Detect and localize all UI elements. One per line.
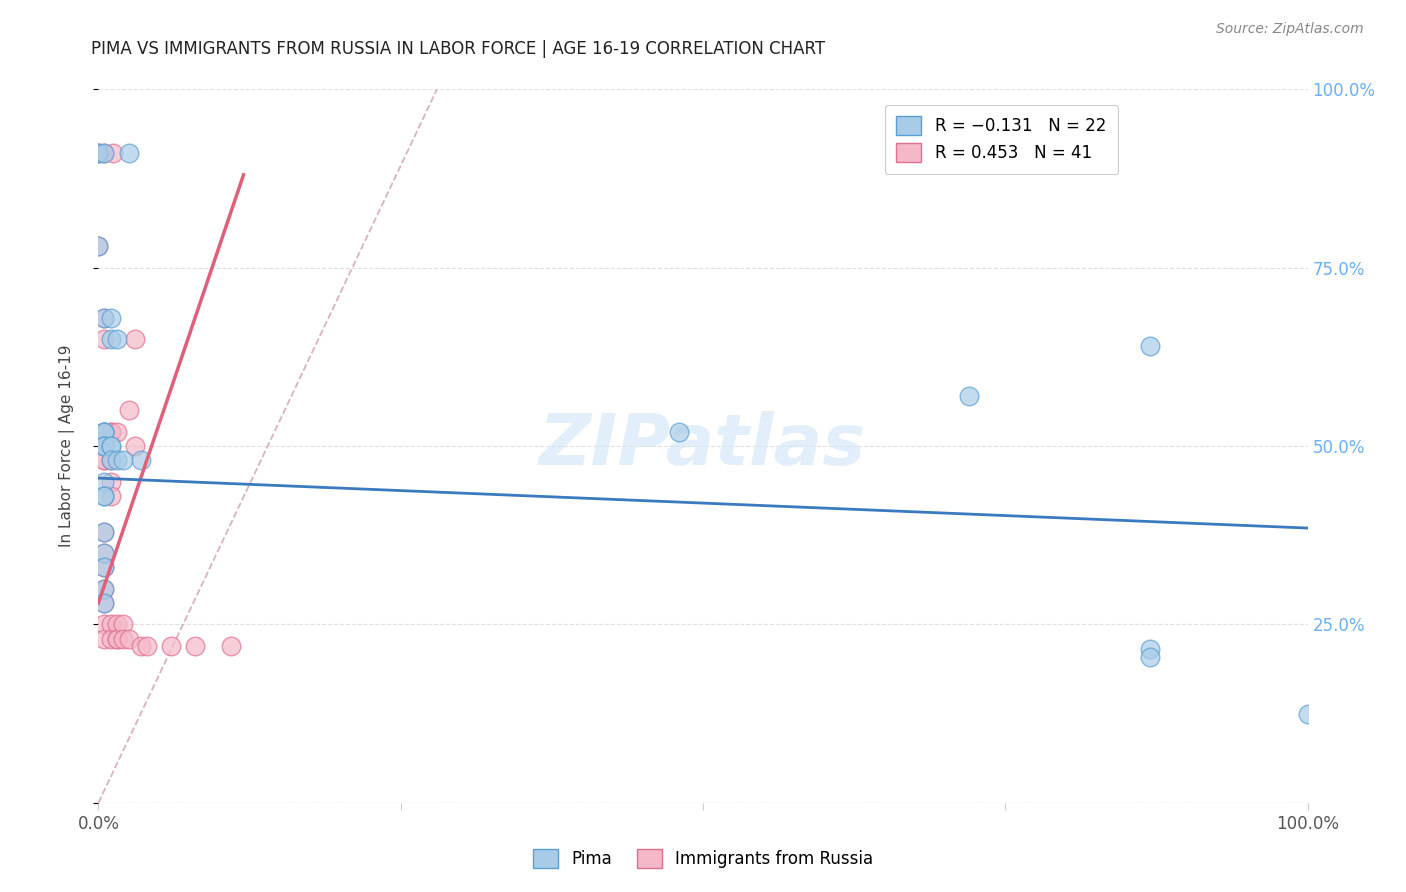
Y-axis label: In Labor Force | Age 16-19: In Labor Force | Age 16-19 bbox=[59, 344, 75, 548]
Point bbox=[93, 453, 115, 467]
Point bbox=[87, 146, 110, 161]
Point bbox=[100, 489, 122, 503]
Point bbox=[87, 146, 110, 161]
Point bbox=[87, 239, 110, 253]
Text: Source: ZipAtlas.com: Source: ZipAtlas.com bbox=[1216, 22, 1364, 37]
Point bbox=[93, 524, 115, 539]
Point bbox=[129, 639, 152, 653]
Point bbox=[1139, 649, 1161, 664]
Point bbox=[93, 475, 115, 489]
Point bbox=[93, 425, 115, 439]
Point bbox=[111, 632, 134, 646]
Point bbox=[93, 453, 115, 467]
Point bbox=[100, 617, 122, 632]
Point bbox=[105, 425, 128, 439]
Legend: Pima, Immigrants from Russia: Pima, Immigrants from Russia bbox=[526, 843, 880, 875]
Point bbox=[100, 475, 122, 489]
Text: PIMA VS IMMIGRANTS FROM RUSSIA IN LABOR FORCE | AGE 16-19 CORRELATION CHART: PIMA VS IMMIGRANTS FROM RUSSIA IN LABOR … bbox=[91, 40, 825, 58]
Point bbox=[105, 632, 128, 646]
Point bbox=[1296, 706, 1319, 721]
Point bbox=[160, 639, 183, 653]
Point bbox=[111, 617, 134, 632]
Point bbox=[93, 146, 115, 161]
Point bbox=[93, 524, 115, 539]
Text: ZIPatlas: ZIPatlas bbox=[540, 411, 866, 481]
Point bbox=[100, 425, 122, 439]
Point bbox=[93, 310, 115, 325]
Point bbox=[124, 332, 146, 346]
Point bbox=[93, 439, 115, 453]
Point bbox=[100, 453, 122, 467]
Point bbox=[93, 425, 115, 439]
Point bbox=[1139, 642, 1161, 657]
Point bbox=[100, 632, 122, 646]
Point bbox=[93, 582, 115, 596]
Point bbox=[93, 582, 115, 596]
Point bbox=[93, 439, 115, 453]
Point bbox=[668, 425, 690, 439]
Point bbox=[93, 560, 115, 574]
Point bbox=[221, 639, 243, 653]
Point bbox=[93, 425, 115, 439]
Point bbox=[87, 146, 110, 161]
Point bbox=[957, 389, 980, 403]
Point bbox=[101, 146, 124, 161]
Point bbox=[100, 425, 122, 439]
Point bbox=[105, 332, 128, 346]
Legend: R = −0.131   N = 22, R = 0.453   N = 41: R = −0.131 N = 22, R = 0.453 N = 41 bbox=[884, 104, 1118, 174]
Point bbox=[111, 453, 134, 467]
Point bbox=[87, 239, 110, 253]
Point bbox=[100, 453, 122, 467]
Point bbox=[93, 596, 115, 610]
Point bbox=[93, 439, 115, 453]
Point bbox=[93, 617, 115, 632]
Point bbox=[93, 439, 115, 453]
Point bbox=[105, 453, 128, 467]
Point bbox=[184, 639, 207, 653]
Point bbox=[93, 489, 115, 503]
Point bbox=[93, 546, 115, 560]
Point bbox=[100, 439, 122, 453]
Point bbox=[118, 403, 141, 417]
Point bbox=[100, 439, 122, 453]
Point bbox=[93, 332, 115, 346]
Point bbox=[93, 310, 115, 325]
Point bbox=[93, 546, 115, 560]
Point bbox=[100, 310, 122, 325]
Point bbox=[93, 596, 115, 610]
Point bbox=[93, 425, 115, 439]
Point bbox=[124, 439, 146, 453]
Point bbox=[118, 146, 141, 161]
Point bbox=[93, 146, 115, 161]
Point bbox=[105, 617, 128, 632]
Point bbox=[100, 332, 122, 346]
Point bbox=[93, 489, 115, 503]
Point bbox=[93, 560, 115, 574]
Point bbox=[93, 439, 115, 453]
Point bbox=[135, 639, 157, 653]
Point bbox=[1139, 339, 1161, 353]
Point bbox=[105, 632, 128, 646]
Point bbox=[129, 453, 152, 467]
Point bbox=[118, 632, 141, 646]
Point bbox=[93, 632, 115, 646]
Point bbox=[93, 439, 115, 453]
